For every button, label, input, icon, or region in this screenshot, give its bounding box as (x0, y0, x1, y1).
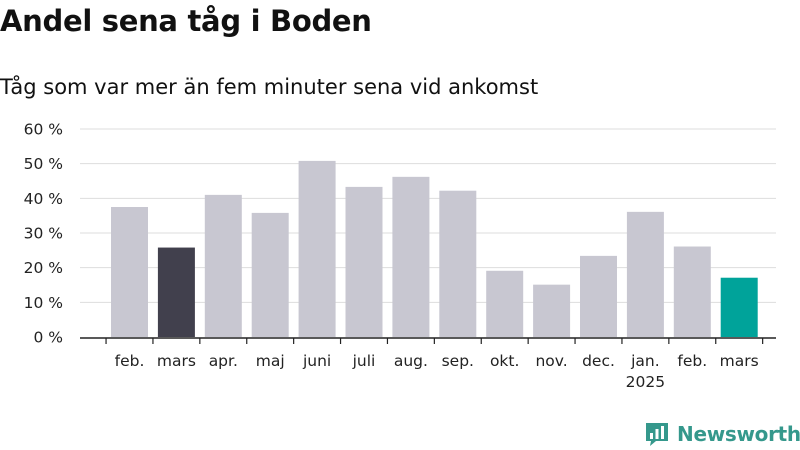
y-tick-label: 0 % (33, 329, 63, 347)
x-tick-label: dec. (582, 352, 615, 370)
x-tick-label: juni (302, 352, 331, 370)
bar (157, 247, 195, 337)
y-tick-label: 50 % (24, 155, 63, 173)
bar (673, 246, 711, 337)
y-tick-label: 30 % (24, 225, 63, 243)
x-tick-label: nov. (535, 352, 567, 370)
x-tick-label: sep. (442, 352, 474, 370)
x-tick-label: okt. (490, 352, 519, 370)
brand-name: Newsworthy (677, 422, 800, 446)
bar (345, 186, 383, 337)
bar (533, 284, 571, 337)
bar (392, 176, 430, 337)
y-tick-label: 60 % (24, 121, 63, 139)
bars (111, 160, 758, 337)
x-axis (80, 337, 776, 344)
chart-title: Andel sena tåg i Boden (0, 4, 372, 38)
bar (251, 212, 289, 337)
bar (720, 277, 758, 337)
x-tick-label: apr. (209, 352, 238, 370)
x-axis-tick-labels: feb. mars apr. maj juni juli aug. sep. okt. nov. d… (115, 352, 759, 391)
newsworthy-logo: Newsworthy (644, 421, 800, 447)
x-tick-label: feb. (115, 352, 145, 370)
bar (486, 270, 524, 337)
bar (204, 194, 242, 337)
bar-chart-logo-icon (646, 423, 668, 446)
x-tick-label: jan. (630, 352, 660, 370)
x-year-label: 2025 (626, 373, 665, 391)
bar (439, 190, 477, 337)
x-tick-label: mars (157, 352, 196, 370)
y-tick-label: 40 % (24, 190, 63, 208)
x-tick-label: mars (720, 352, 759, 370)
bar (626, 211, 664, 337)
bar (111, 207, 148, 337)
x-tick-label: maj (256, 352, 285, 370)
bar (580, 255, 617, 337)
x-tick-label: aug. (394, 352, 428, 370)
y-tick-label: 10 % (24, 294, 63, 312)
x-tick-label: feb. (677, 352, 707, 370)
y-tick-label: 20 % (24, 259, 63, 277)
x-tick-label: juli (352, 352, 376, 370)
chart-subtitle: Tåg som var mer än fem minuter sena vid … (0, 75, 539, 99)
y-axis-tick-labels: 0 % 10 % 20 % 30 % 40 % 50 % 60 % (24, 121, 63, 347)
bar (298, 160, 336, 337)
